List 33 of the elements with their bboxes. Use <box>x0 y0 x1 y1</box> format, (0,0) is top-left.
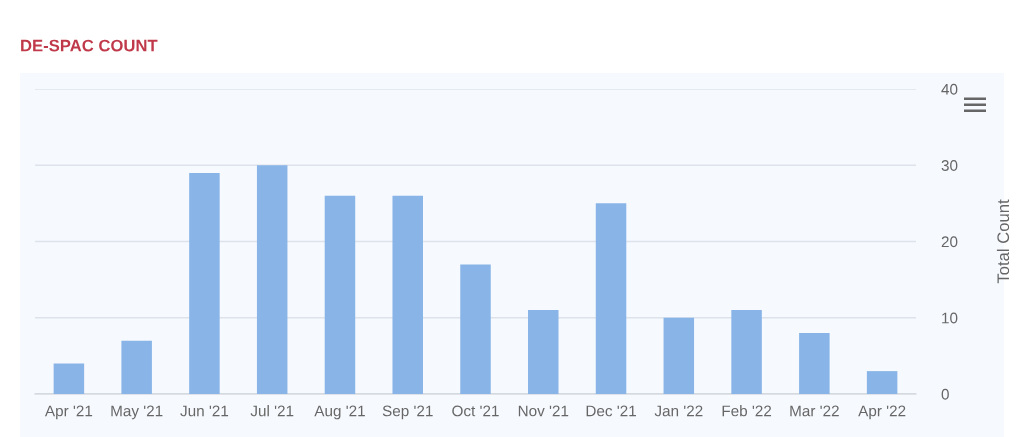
bar <box>324 195 356 394</box>
bar <box>460 264 491 394</box>
y-tick-label: 30 <box>941 160 958 171</box>
bar <box>392 195 423 394</box>
x-tick-label: Apr '22 <box>858 405 906 420</box>
x-tick-label: Mar '22 <box>790 405 839 417</box>
bar <box>866 371 898 394</box>
x-tick-label: May '21 <box>111 405 163 420</box>
x-tick-label: Feb '22 <box>722 405 772 417</box>
bar <box>189 172 220 394</box>
bar <box>256 165 288 394</box>
bar <box>528 310 559 394</box>
x-tick-label: Jan '22 <box>654 405 703 417</box>
x-tick-label: Jun '21 <box>180 405 229 417</box>
y-tick-label: 20 <box>941 236 958 248</box>
bar <box>731 310 762 394</box>
y-tick-label: 0 <box>941 388 949 400</box>
x-tick-label: Dec '21 <box>586 405 636 417</box>
x-tick-label: Nov '21 <box>518 405 569 417</box>
y-tick-label: 10 <box>942 312 958 324</box>
x-tick-label: Aug '21 <box>314 405 365 420</box>
bar <box>121 340 152 394</box>
bar <box>663 317 695 394</box>
x-tick-label: Sep '21 <box>382 405 433 420</box>
chart-title: DE-SPAC COUNT <box>21 39 158 52</box>
y-axis-title: Total Count <box>996 199 1010 284</box>
y-tick-label: 40 <box>941 83 958 95</box>
x-tick-label: Oct '21 <box>452 405 499 417</box>
bar <box>799 333 830 394</box>
x-tick-label: Apr '21 <box>44 405 93 420</box>
x-tick-label: Jul '21 <box>250 405 294 417</box>
bar <box>53 363 85 394</box>
bar <box>595 203 627 394</box>
